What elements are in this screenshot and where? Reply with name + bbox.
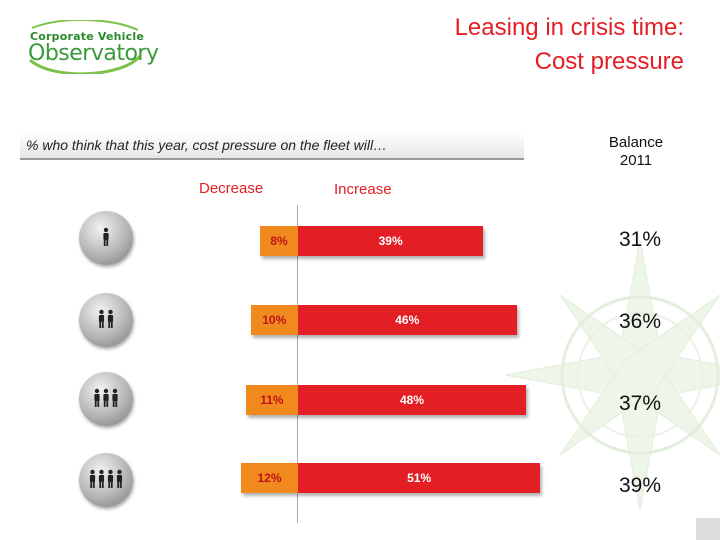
corner-decoration: [696, 518, 720, 540]
legend-decrease: Decrease: [199, 180, 264, 197]
zero-axis-line: [297, 205, 298, 523]
label-decrease-3: 11%: [260, 393, 284, 407]
label-decrease-1: 8%: [270, 234, 288, 248]
label-decrease-2: 10%: [262, 313, 287, 327]
logo-swoosh: [28, 20, 142, 74]
bar-increase-2: [298, 305, 517, 335]
label-increase-1: 39%: [378, 234, 403, 248]
bar-increase-1: [298, 226, 484, 256]
label-decrease-4: 12%: [257, 471, 282, 485]
person-glyphs: [89, 469, 123, 488]
bar-decrease-1: [260, 226, 298, 256]
bar-increase-3: [298, 385, 526, 415]
balance-value-4: 39%: [618, 474, 662, 497]
people-icon-3: [79, 372, 133, 426]
label-increase-3: 48%: [399, 393, 425, 407]
question-bar: % who think that this year, cost pressur…: [20, 132, 524, 160]
person-glyphs: [94, 388, 118, 407]
label-increase-4: 51%: [407, 471, 432, 485]
balance-value-3: 37%: [618, 392, 662, 415]
legend-increase: Increase: [334, 181, 392, 198]
title-line2: Cost pressure: [534, 48, 684, 75]
bar-increase-4: [298, 463, 541, 493]
label-increase-2: 46%: [395, 313, 420, 327]
people-icon-4: [79, 453, 133, 507]
balance-header-line2: 2011: [619, 152, 653, 169]
person-glyphs: [103, 227, 109, 246]
balance-header-line1: Balance: [608, 134, 664, 151]
people-icon-1: [79, 211, 133, 265]
question-text: % who think that this year, cost pressur…: [26, 137, 388, 153]
person-glyphs: [98, 309, 114, 328]
logo-line2: Observatory: [28, 41, 159, 66]
balance-header: Balance 2011: [600, 134, 672, 170]
title-line1: Leasing in crisis time:: [454, 14, 684, 41]
balance-value-1: 31%: [618, 228, 662, 251]
people-icon-2: [79, 293, 133, 347]
page-title: Leasing in crisis time: Cost pressure: [455, 11, 684, 79]
logo: Corporate Vehicle Observatory: [28, 20, 159, 84]
bar-decrease-2: [250, 305, 298, 335]
bar-decrease-4: [241, 463, 298, 493]
balance-value-2: 36%: [618, 310, 662, 333]
bar-decrease-3: [245, 385, 298, 415]
logo-line1: Corporate Vehicle: [30, 30, 145, 43]
